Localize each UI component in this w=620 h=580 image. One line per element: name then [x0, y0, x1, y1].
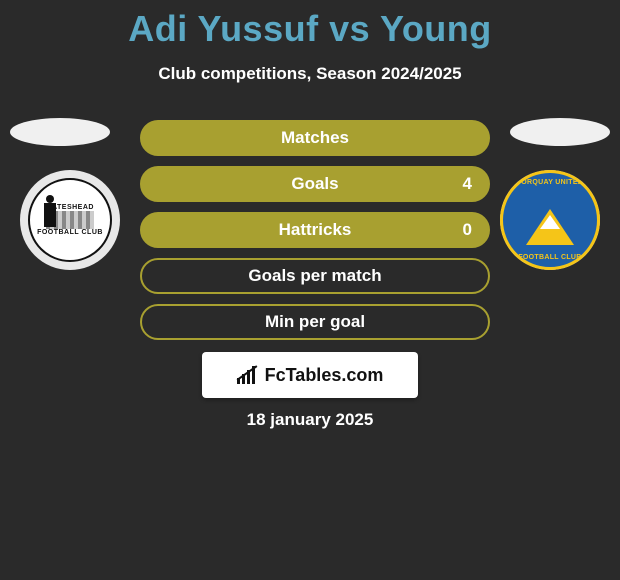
- brand-box[interactable]: FcTables.com: [202, 352, 418, 398]
- page-subtitle: Club competitions, Season 2024/2025: [0, 64, 620, 84]
- brand-chart-icon: [237, 366, 259, 384]
- gateshead-crest-graphic: GATESHEAD FOOTBALL CLUB: [28, 178, 112, 262]
- page-title: Adi Yussuf vs Young: [0, 0, 620, 50]
- stat-label: Goals: [291, 174, 338, 194]
- stat-value-right: 4: [463, 174, 472, 194]
- gateshead-crest-bottom-text: FOOTBALL CLUB: [37, 229, 103, 236]
- torquay-crest-top-text: TORQUAY UNITED: [503, 179, 597, 186]
- stat-bar-goals-per-match: Goals per match: [140, 258, 490, 294]
- date-text: 18 january 2025: [0, 410, 620, 430]
- stat-bars-container: Matches Goals 4 Hattricks 0 Goals per match Mi…: [140, 120, 490, 350]
- torquay-crest-bottom-text: FOOTBALL CLUB: [503, 254, 597, 261]
- stat-value-right: 0: [463, 220, 472, 240]
- stat-label: Hattricks: [279, 220, 352, 240]
- torquay-mountain-icon: [526, 209, 574, 245]
- brand-text: FcTables.com: [265, 365, 384, 386]
- stat-label: Min per goal: [265, 312, 365, 332]
- left-team-crest: GATESHEAD FOOTBALL CLUB: [20, 170, 120, 270]
- torquay-crest-graphic: TORQUAY UNITED FOOTBALL CLUB: [500, 170, 600, 270]
- stat-bar-goals: Goals 4: [140, 166, 490, 202]
- stat-label: Goals per match: [248, 266, 381, 286]
- stat-bar-min-per-goal: Min per goal: [140, 304, 490, 340]
- stat-label: Matches: [281, 128, 349, 148]
- stat-bar-hattricks: Hattricks 0: [140, 212, 490, 248]
- gateshead-figure-icon: [44, 203, 56, 227]
- right-team-crest: TORQUAY UNITED FOOTBALL CLUB: [500, 170, 600, 270]
- stat-bar-matches: Matches: [140, 120, 490, 156]
- left-pill-shape: [10, 118, 110, 146]
- right-pill-shape: [510, 118, 610, 146]
